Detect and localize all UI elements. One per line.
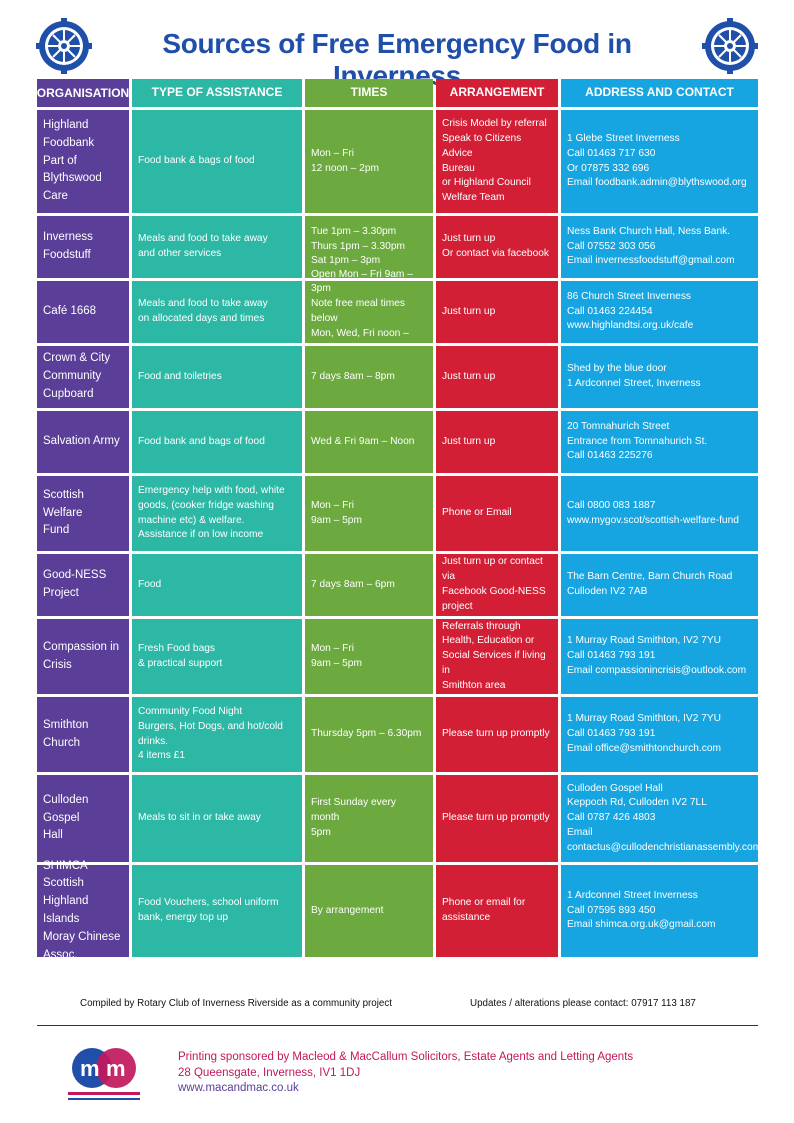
header-arrangement: ARRANGEMENT [436,79,558,107]
svg-text:m: m [106,1056,126,1081]
arrangement-cell: Please turn up promptly [436,775,558,862]
arrangement-cell: Just turn up [436,411,558,473]
type-cell: Emergency help with food, white goods, (… [132,476,302,551]
svg-text:m: m [80,1056,100,1081]
type-cell: Food bank and bags of food [132,411,302,473]
org-cell: Scottish Welfare Fund [37,476,129,551]
times-cell: Mon – Fri 9am – 5pm [305,476,433,551]
table-row: Compassion in Crisis Fresh Food bags & pr… [37,619,758,694]
table-row: SHIMCA Scottish Highland Islands Moray C… [37,860,758,961]
table-row: Inverness Foodstuff Meals and food to tak… [37,216,758,278]
arrangement-cell: Crisis Model by referral Speak to Citize… [436,110,558,213]
header-times: TIMES [305,79,433,107]
table-header-row: ORGANISATION TYPE OF ASSISTANCE TIMES AR… [37,79,758,107]
sponsor-website-link[interactable]: www.macandmac.co.uk [178,1082,299,1095]
divider [37,1025,758,1026]
org-cell: Inverness Foodstuff [37,216,129,278]
address-cell: Ness Bank Church Hall, Ness Bank. Call 0… [561,216,758,278]
address-cell: 1 Glebe Street Inverness Call 01463 717 … [561,110,758,213]
table-row: Crown & City Community Cupboard Food and … [37,346,758,408]
arrangement-cell: Just turn up [436,346,558,408]
times-cell: Tue 1pm – 3.30pm Thurs 1pm – 3.30pm Sat … [305,216,433,278]
org-cell: Café 1668 [37,281,129,343]
address-cell: 20 Tomnahurich Street Entrance from Tomn… [561,411,758,473]
rotary-wheel-icon [702,18,758,74]
type-cell: Food bank & bags of food [132,110,302,213]
org-cell: Salvation Army [37,411,129,473]
times-cell: By arrangement [305,865,433,957]
address-cell: Culloden Gospel Hall Keppoch Rd, Cullode… [561,775,761,862]
type-cell: Community Food Night Burgers, Hot Dogs, … [132,697,302,772]
address-cell: 86 Church Street Inverness Call 01463 22… [561,281,758,343]
address-cell: Shed by the blue door 1 Ardconnel Street… [561,346,758,408]
header-address: ADDRESS AND CONTACT [561,79,758,107]
type-cell: Meals and food to take away and other se… [132,216,302,278]
type-cell: Food Vouchers, school uniform bank, ener… [132,865,302,957]
times-cell: Thursday 5pm – 6.30pm [305,697,433,772]
sponsor-block: Printing sponsored by Macleod & MacCallu… [178,1050,633,1097]
updates-note: Updates / alterations please contact: 07… [470,998,696,1009]
times-cell: Open Mon – Fri 9am – 3pm Note free meal … [305,269,433,354]
arrangement-cell: Phone or email for assistance [436,865,558,957]
times-cell: 7 days 8am – 6pm [305,554,433,616]
org-cell: Culloden Gospel Hall [37,775,129,862]
table-row: Smithton Church Community Food Night Burg… [37,697,758,772]
org-cell: Compassion in Crisis [37,619,129,694]
arrangement-cell: Phone or Email [436,476,558,551]
times-cell: First Sunday every month 5pm [305,775,433,862]
address-cell: 1 Murray Road Smithton, IV2 7YU Call 014… [561,619,758,694]
type-cell: Meals to sit in or take away [132,775,302,862]
compiled-note: Compiled by Rotary Club of Inverness Riv… [80,998,392,1009]
org-cell: Good-NESS Project [37,554,129,616]
arrangement-cell: Just turn up [436,281,558,343]
type-cell: Food and toiletries [132,346,302,408]
type-cell: Fresh Food bags & practical support [132,619,302,694]
org-cell: Smithton Church [37,697,129,772]
arrangement-cell: Just turn up or contact via Facebook Goo… [436,554,558,616]
table-row: Scottish Welfare Fund Emergency help with… [37,476,758,551]
times-cell: Wed & Fri 9am – Noon [305,411,433,473]
address-cell: Call 0800 083 1887 www.mygov.scot/scotti… [561,476,758,551]
sponsor-line: Printing sponsored by Macleod & MacCallu… [178,1051,634,1063]
times-cell: Mon – Fri 9am – 5pm [305,619,433,694]
table-row: Good-NESS Project Food 7 days 8am – 6pm Jus… [37,554,758,616]
arrangement-cell: Just turn up Or contact via facebook [436,216,558,278]
arrangement-cell: Referrals through Health, Education or S… [436,619,558,694]
food-sources-table: ORGANISATION TYPE OF ASSISTANCE TIMES AR… [37,79,761,961]
type-cell: Meals and food to take away on allocated… [132,281,302,343]
type-cell: Food [132,554,302,616]
address-cell: 1 Murray Road Smithton, IV2 7YU Call 014… [561,697,758,772]
table-row: Highland Foodbank Part of Blythswood Car… [37,110,758,213]
header-type: TYPE OF ASSISTANCE [132,79,302,107]
times-cell: Mon – Fri 12 noon – 2pm [305,110,433,213]
address-cell: 1 Ardconnel Street Inverness Call 07595 … [561,865,758,957]
arrangement-cell: Please turn up promptly [436,697,558,772]
address-cell: The Barn Centre, Barn Church Road Cullod… [561,554,758,616]
org-cell: SHIMCA Scottish Highland Islands Moray C… [37,860,129,961]
page-title: Sources of Free Emergency Food in Invern… [162,28,632,91]
table-row: Café 1668 Meals and food to take away on … [37,269,758,354]
rotary-wheel-icon [36,18,92,74]
times-cell: 7 days 8am – 8pm [305,346,433,408]
sponsor-address: 28 Queensgate, Inverness, IV1 1DJ [178,1066,361,1079]
org-cell: Crown & City Community Cupboard [37,346,129,408]
table-row: Salvation Army Food bank and bags of food… [37,411,758,473]
header-organisation: ORGANISATION [37,79,129,107]
org-cell: Highland Foodbank Part of Blythswood Car… [37,110,129,213]
table-row: Culloden Gospel Hall Meals to sit in or t… [37,775,761,862]
macleod-maccallum-logo: m m [68,1048,140,1100]
